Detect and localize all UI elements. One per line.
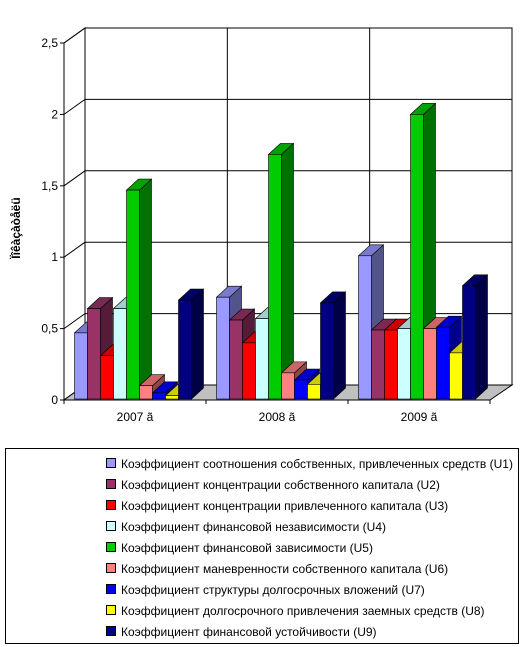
y-axis-ticks: 0 0,5 1 1,5 2 2,5	[41, 36, 64, 407]
legend-label: Коэффициент структуры долгосрочных вложе…	[121, 583, 425, 597]
legend-label: Коэффициент концентрации собственного ка…	[121, 478, 440, 492]
legend-swatch	[106, 458, 116, 468]
legend-swatch	[106, 542, 116, 552]
legend-swatch	[106, 626, 116, 636]
legend-item: Коэффициент финансовой зависимости (U5)	[106, 539, 373, 557]
y-tick-label: 0,5	[41, 322, 58, 336]
legend-swatch	[106, 521, 116, 531]
x-axis-ticks: 2007 ã 2008 ã 2009 ã	[63, 400, 491, 424]
bar	[177, 288, 205, 400]
legend-label: Коэффициент соотношения собственных, при…	[121, 457, 513, 471]
legend-swatch	[106, 479, 116, 489]
y-tick-label: 0	[51, 393, 58, 407]
legend-item: Коэффициент финансовой независимости (U4…	[106, 518, 386, 536]
bar	[125, 178, 153, 400]
legend-label: Коэффициент финансовой независимости (U4…	[121, 520, 386, 534]
legend-label: Коэффициент концентрации привлеченного к…	[121, 499, 449, 513]
legend-item: Коэффициент структуры долгосрочных вложе…	[106, 581, 425, 599]
gridline-side	[63, 313, 86, 330]
bar	[319, 291, 347, 400]
chart-walls	[63, 27, 513, 401]
bars	[73, 102, 489, 400]
legend-item: Коэффициент маневренности собственного к…	[106, 560, 448, 578]
legend-swatch	[106, 500, 116, 510]
gridline-side	[63, 98, 86, 115]
legend-label: Коэффициент финансовой зависимости (U5)	[121, 541, 373, 555]
y-tick-label: 1	[51, 250, 58, 264]
y-tick-label: 2,5	[41, 36, 58, 50]
legend-item: Коэффициент долгосрочного привлечения за…	[106, 602, 485, 620]
y-tick-label: 1,5	[41, 179, 58, 193]
bar	[435, 315, 463, 400]
legend-label: Коэффициент долгосрочного привлечения за…	[121, 604, 485, 618]
x-tick-label: 2008 ã	[259, 410, 296, 424]
legend-item: Коэффициент концентрации собственного ка…	[106, 476, 440, 494]
chart: 0 0,5 1 1,5 2 2,5 2007 ã 2008 ã 2009 ã Ïîêàçàòå…	[8, 27, 514, 424]
legend-swatch	[106, 605, 116, 615]
legend-label: Коэффициент маневренности собственного к…	[121, 562, 449, 576]
x-tick-label: 2007 ã	[117, 410, 154, 424]
gridline-side	[63, 170, 86, 187]
y-axis-label: Ïîêàçàòåëü	[8, 197, 23, 259]
bar	[461, 274, 489, 400]
legend-item: Коэффициент финансовой устойчивости (U9)	[106, 623, 377, 641]
gridline-side	[63, 241, 86, 258]
gridline-side	[63, 27, 86, 44]
x-tick-label: 2009 ã	[401, 410, 438, 424]
legend-item: Коэффициент соотношения собственных, при…	[106, 455, 513, 473]
bar	[267, 142, 295, 400]
legend-swatch	[106, 563, 116, 573]
legend-swatch	[106, 584, 116, 594]
legend-label: Коэффициент финансовой устойчивости (U9)	[121, 625, 377, 639]
legend-item: Коэффициент концентрации привлеченного к…	[106, 497, 448, 515]
legend: Коэффициент соотношения собственных, при…	[5, 448, 519, 644]
y-tick-label: 2	[51, 107, 58, 121]
